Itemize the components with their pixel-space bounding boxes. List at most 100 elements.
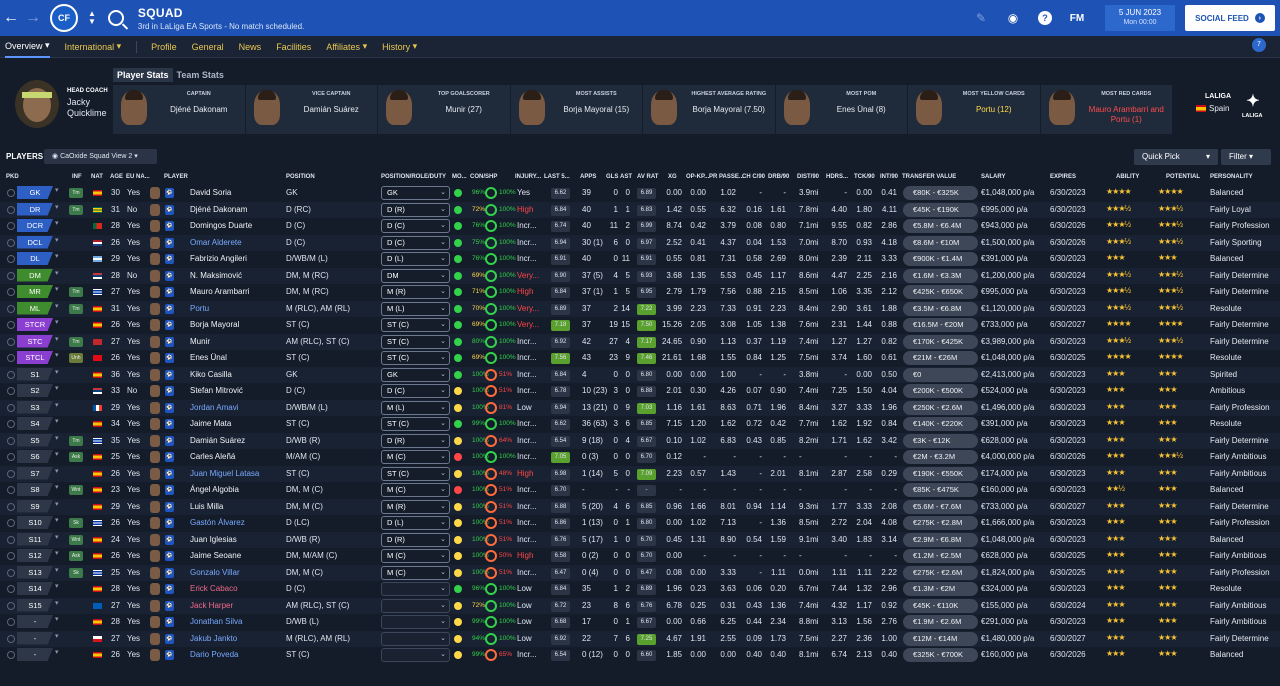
club-switch-icon[interactable]: ▲ ▼ [88,9,96,26]
position-badge[interactable]: S15 [17,598,53,612]
player-name[interactable]: Domingos Duarte [190,221,253,230]
role-duty-select[interactable]: ⌄ [381,631,450,646]
player-name[interactable]: Mauro Arambarri [190,287,250,296]
chevron-down-icon[interactable]: ▾ [55,500,59,508]
position-badge[interactable]: S3 [17,400,53,414]
transfer-value-pill[interactable]: €900K - €1.4M [903,252,978,266]
chevron-down-icon[interactable]: ▾ [55,550,59,557]
filter-button[interactable]: Filter ▾ [1221,149,1271,165]
position-badge[interactable]: STCL [17,351,53,364]
column-header[interactable]: ABILITY [1116,174,1140,180]
pick-checkbox[interactable] [7,502,15,511]
role-duty-select[interactable]: D (C) ⌄ [381,384,450,398]
player-name[interactable]: Jaime Mata [190,419,232,428]
transfer-value-pill[interactable]: €2M - €3.2M [903,450,978,464]
position-badge[interactable]: S4 [17,417,53,430]
role-duty-select[interactable]: D (L) ⌄ [381,252,450,266]
role-duty-select[interactable]: M (C) ⌄ [381,450,450,464]
pick-checkbox[interactable] [7,271,15,280]
transfer-value-pill[interactable]: €21M - €26M [903,351,978,365]
position-badge[interactable]: - [17,648,53,661]
position-badge[interactable]: S10 [17,516,53,529]
player-name[interactable]: Enes Ünal [190,353,227,362]
pick-checkbox[interactable] [7,222,15,230]
chevron-down-icon[interactable]: ▾ [55,220,59,227]
position-badge[interactable]: S12 [17,549,53,562]
pencil-icon[interactable]: ✎ [975,11,987,25]
chevron-down-icon[interactable]: ▾ [55,302,59,310]
role-duty-select[interactable]: M (R) ⌄ [381,285,450,299]
role-duty-select[interactable]: ⌄ [381,615,450,629]
role-duty-select[interactable]: D (L) ⌄ [381,516,450,530]
player-name[interactable]: Jordan Amavi [190,402,239,412]
fm-menu-button[interactable]: FM [1069,12,1085,24]
transfer-value-pill[interactable]: €1.3M - €2M [903,582,978,596]
table-row[interactable]: S5 ▾ Tm 35 Yes ⚽ Damián Suárez D/WB (R) D (R) ⌄ 10… [0,432,1280,449]
transfer-value-pill[interactable]: €200K - €500K [903,384,978,398]
table-row[interactable]: DCL ▾ 26 Yes ⚽ Omar Alderete D (C) D (C) ⌄ 75% 100… [0,234,1280,251]
chevron-down-icon[interactable]: ▾ [55,253,59,260]
chevron-down-icon[interactable]: ▾ [55,649,59,656]
position-badge[interactable]: MR [17,285,53,298]
pick-checkbox[interactable] [7,321,15,329]
table-row[interactable]: S2 ▾ 33 No ⚽ Stefan Mitrović D (C) D (C) ⌄ 100% 51… [0,383,1280,400]
chevron-down-icon[interactable]: ▾ [55,319,59,326]
league-info[interactable]: LALIGA Spain ✦ LALIGA [1190,91,1270,131]
stat-card[interactable]: MOST YELLOW CARDS Portu (12) [908,85,1041,134]
tab-general[interactable]: General [191,41,224,52]
player-name[interactable]: Stefan Mitrović [190,386,243,395]
transfer-value-pill[interactable]: €275K - €2.8M [903,516,978,530]
position-badge[interactable]: DM [17,268,53,282]
table-row[interactable]: - ▾ 27 Yes ⚽ Jakub Jankto M (RLC), AM (RL) ⌄ 94%… [0,630,1280,647]
chevron-down-icon[interactable]: ▾ [55,352,59,359]
position-badge[interactable]: STCR [17,318,53,331]
transfer-value-pill[interactable]: €3K - €12K [903,433,978,448]
transfer-value-pill[interactable]: €2.9M - €6.8M [903,532,978,547]
player-name[interactable]: Gonzalo Villar [190,567,240,577]
transfer-value-pill[interactable]: €1.2M - €2.5M [903,549,978,563]
table-row[interactable]: S1 ▾ 36 Yes ⚽ Kiko Casilla GK GK ⌄ 100% 51% Incr...… [0,366,1280,383]
column-header[interactable]: XG [668,174,677,180]
social-feed-button[interactable]: SOCIAL FEED › [1185,5,1275,31]
column-header[interactable]: HDRS... [826,174,849,180]
squad-view-select[interactable]: ◉ CaOxide Squad View 2 ▾ [44,149,157,164]
pick-checkbox[interactable] [7,519,15,527]
role-duty-select[interactable]: D (C) ⌄ [381,219,450,233]
transfer-value-pill[interactable]: €0 [903,367,978,382]
transfer-value-pill[interactable]: €1.6M - €3.3M [903,268,978,283]
player-name[interactable]: Carles Aleñá [190,452,236,461]
player-name[interactable]: Damián Suárez [190,435,246,445]
chevron-down-icon[interactable]: ▾ [55,385,59,392]
position-badge[interactable]: S9 [17,499,53,513]
column-header[interactable]: DIST/90 [797,174,820,180]
column-header[interactable]: AST [620,174,632,180]
table-row[interactable]: S10 ▾ Sk 26 Yes ⚽ Gastón Álvarez D (LC) D (L) ⌄ 10… [0,515,1280,532]
column-header[interactable]: PR PASSE... [709,174,744,180]
role-duty-select[interactable]: ⌄ [381,648,450,662]
chevron-down-icon[interactable]: ▾ [55,236,59,244]
transfer-value-pill[interactable]: €45K - €110K [903,598,978,613]
role-duty-select[interactable]: ST (C) ⌄ [381,417,450,431]
chevron-down-icon[interactable]: ▾ [55,401,59,409]
column-header[interactable]: DRB/90 [768,174,790,180]
transfer-value-pill[interactable]: €45K - €190K [903,202,978,217]
column-header[interactable]: EU NA... [126,174,150,180]
chevron-down-icon[interactable]: ▾ [55,632,59,640]
tab-team-stats[interactable]: Team Stats [176,70,224,80]
table-row[interactable]: STCR ▾ 26 Yes ⚽ Borja Mayoral ST (C) ST (C) ⌄ 69%… [0,317,1280,334]
role-duty-select[interactable]: D (R) ⌄ [381,532,450,547]
column-header[interactable]: INF [72,174,82,180]
position-badge[interactable]: S11 [17,532,53,546]
table-row[interactable]: S11 ▾ Wnt 24 Yes ⚽ Juan Iglesias D/WB (R) D (R) ⌄… [0,531,1280,548]
tab-history[interactable]: History ▾ [382,41,418,52]
club-crest-icon[interactable]: CF [50,4,78,32]
pick-checkbox[interactable] [7,469,15,478]
position-badge[interactable]: S14 [17,582,53,595]
stat-card-value[interactable]: Damián Suárez [303,105,359,114]
table-row[interactable]: S8 ▾ Wnt 23 Yes ⚽ Ángel Algobia DM, M (C) M (C) ⌄… [0,482,1280,499]
player-name[interactable]: Jaime Seoane [190,551,242,560]
role-duty-select[interactable]: GK ⌄ [381,367,450,382]
search-icon[interactable] [107,10,124,26]
role-duty-select[interactable]: ⌄ [381,598,450,613]
role-duty-select[interactable]: ST (C) ⌄ [381,466,450,481]
